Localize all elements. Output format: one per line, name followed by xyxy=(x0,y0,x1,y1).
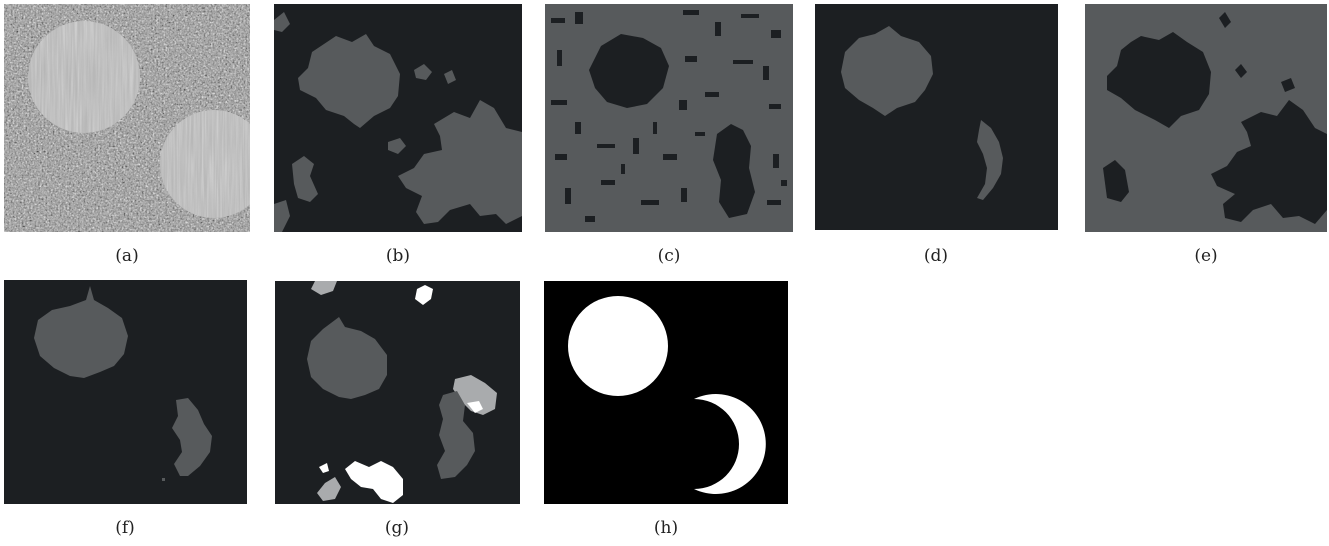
panel-b-image xyxy=(274,4,522,232)
panel-d-image xyxy=(815,4,1058,230)
panel-f-label: (f) xyxy=(115,518,135,538)
panel-f-image xyxy=(4,280,247,504)
panel-e-image xyxy=(1085,4,1327,232)
panel-a-label: (a) xyxy=(115,246,139,266)
panel-g-label: (g) xyxy=(384,518,410,538)
panel-g-image xyxy=(275,281,520,504)
panel-c-image xyxy=(545,4,793,232)
panel-a-image xyxy=(4,4,250,232)
panel-e-label: (e) xyxy=(1194,246,1218,266)
panel-b-label: (b) xyxy=(385,246,411,266)
panel-c-label: (c) xyxy=(657,246,681,266)
panel-h-image xyxy=(544,281,788,504)
panel-h-label: (h) xyxy=(653,518,679,538)
panel-d-label: (d) xyxy=(923,246,949,266)
